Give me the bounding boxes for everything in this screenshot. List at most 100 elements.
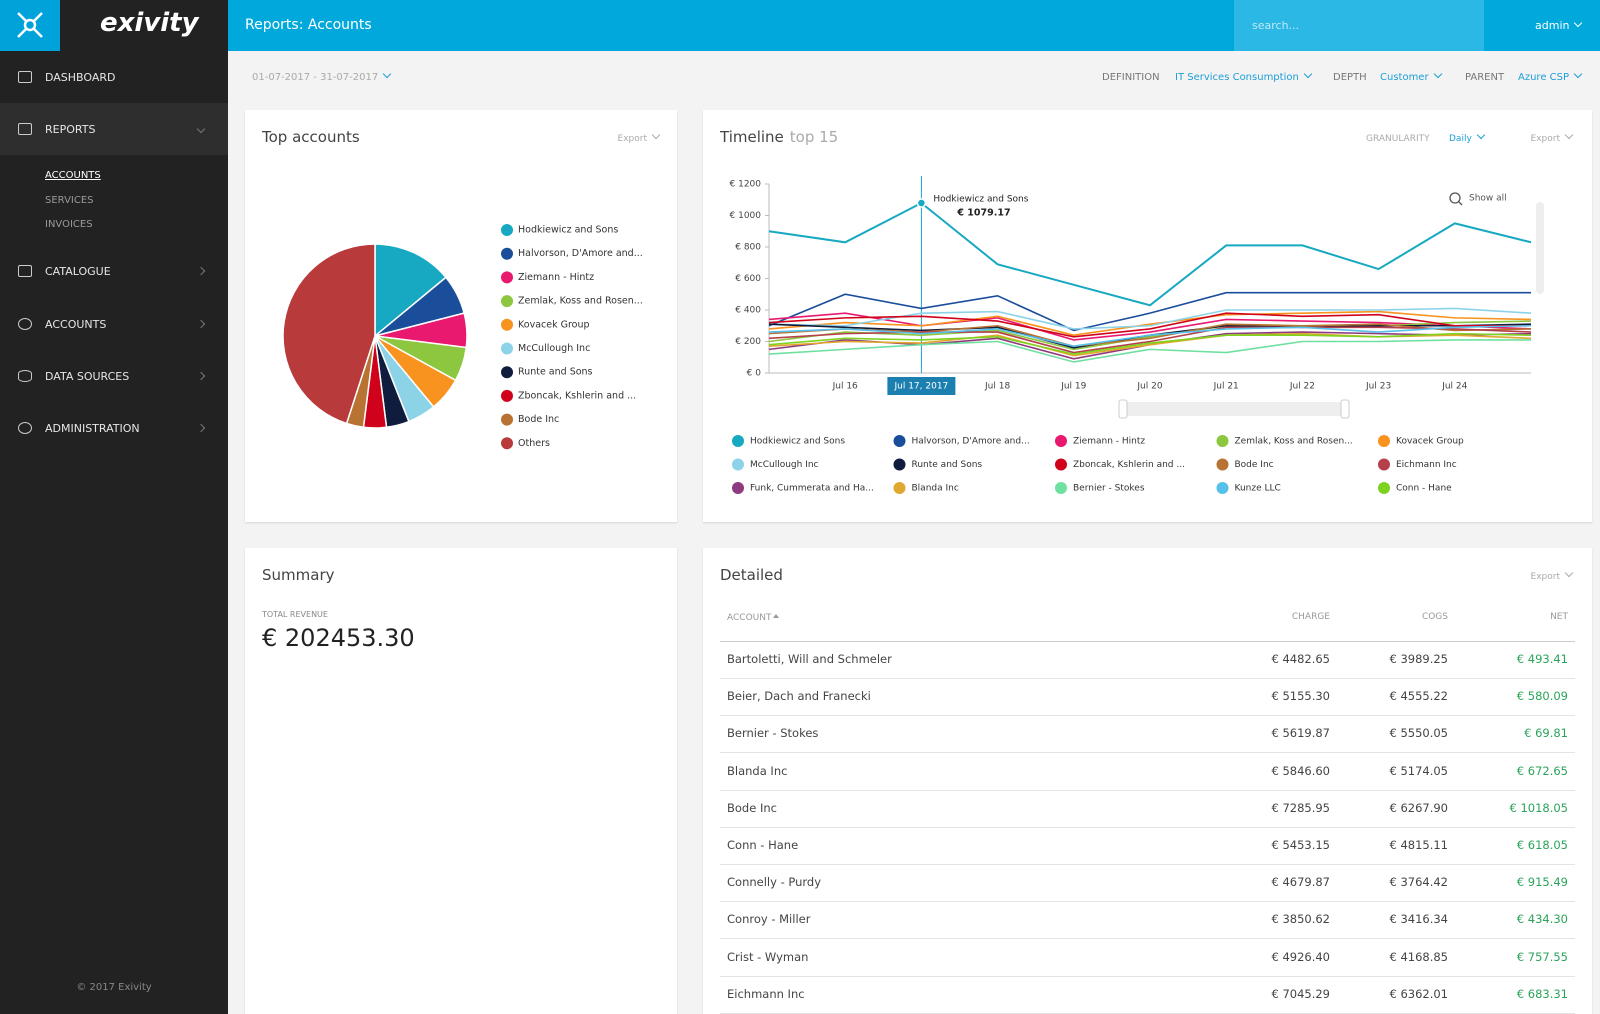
- nav-item[interactable]: DATA SOURCES: [0, 350, 228, 402]
- legend-label: Halvorson, D'Amore and...: [518, 248, 643, 259]
- row-divider: [720, 752, 1575, 754]
- series-line: [768, 323, 1532, 348]
- legend-label: McCullough Inc: [750, 460, 819, 470]
- nav-subitem[interactable]: INVOICES: [45, 219, 93, 230]
- nav-subitem[interactable]: ACCOUNTS: [45, 170, 101, 181]
- amount-cell: € 4482.65: [1271, 652, 1330, 666]
- row-divider: [720, 789, 1575, 791]
- x-highlight: [887, 377, 956, 395]
- legend-label: Halvorson, D'Amore and...: [912, 437, 1030, 447]
- granularity-select[interactable]: Daily: [1449, 130, 1486, 144]
- series-line: [768, 324, 1532, 348]
- export-button[interactable]: Export: [1531, 568, 1574, 582]
- title-text: Timeline: [720, 128, 784, 146]
- amount-cell: € 683.31: [1516, 986, 1568, 1001]
- legend-swatch: [501, 413, 513, 426]
- account-name: Conn - Hane: [727, 838, 799, 852]
- legend-label: Funk, Cummerata and Ha...: [750, 484, 874, 494]
- amount-cell: € 4926.40: [1271, 949, 1330, 964]
- export-button[interactable]: Export: [1531, 130, 1574, 144]
- x-tick-label: Jul 21: [1213, 382, 1239, 392]
- search-input[interactable]: search...: [1234, 0, 1484, 51]
- nav-subitem[interactable]: SERVICES: [45, 195, 94, 206]
- user-menu[interactable]: admin: [1535, 18, 1583, 32]
- range-slider[interactable]: [1124, 402, 1344, 416]
- top-accounts-panel: Top accounts Export Hodkiewicz and Sons H…: [245, 110, 677, 522]
- column-header[interactable]: COGS: [1421, 612, 1448, 622]
- amount-cell: € 5550.05: [1389, 726, 1448, 741]
- nav-item[interactable]: DASHBOARD: [0, 51, 228, 103]
- nav-item[interactable]: REPORTS: [0, 103, 228, 155]
- amount-cell: € 618.05: [1516, 838, 1568, 852]
- amount-cell: € 7285.95: [1271, 800, 1330, 815]
- amount-cell: € 580.09: [1516, 689, 1568, 704]
- summary-value: € 202453.30: [262, 624, 415, 652]
- legend-swatch: [1216, 435, 1229, 447]
- nav-item[interactable]: CATALOGUE: [0, 245, 228, 297]
- nav-label: CATALOGUE: [45, 264, 111, 278]
- legend-label: Zboncak, Kshlerin and ...: [1073, 460, 1185, 470]
- nav-item[interactable]: ADMINISTRATION: [0, 402, 228, 454]
- legend-label: Zemlak, Koss and Rosen...: [1235, 437, 1353, 447]
- pie-slice: [282, 243, 376, 425]
- legend-swatch: [1055, 482, 1067, 494]
- amount-cell: € 3764.42: [1389, 875, 1448, 890]
- series-line: [768, 312, 1532, 341]
- nav-item[interactable]: ACCOUNTS: [0, 298, 228, 350]
- legend-swatch: [1378, 435, 1390, 447]
- amount-cell: € 4679.87: [1271, 875, 1330, 890]
- account-name: Eichmann Inc: [727, 986, 805, 1001]
- date-range[interactable]: 01-07-2017 - 31-07-2017: [252, 69, 392, 83]
- logo[interactable]: [0, 0, 60, 51]
- panel-title: Summary: [262, 566, 335, 584]
- legend-label: Kunze LLC: [1235, 484, 1281, 494]
- panel-title: Top accounts: [262, 128, 360, 146]
- amount-cell: € 5155.30: [1271, 689, 1330, 704]
- column-header[interactable]: ACCOUNT: [727, 612, 781, 623]
- legend-swatch: [1055, 458, 1067, 471]
- x-tick-label: Jul 22: [1289, 382, 1315, 392]
- series-line: [768, 332, 1532, 355]
- account-name: Crist - Wyman: [727, 949, 809, 964]
- legend-label: Conn - Hane: [1396, 484, 1452, 494]
- account-name: Bernier - Stokes: [727, 726, 819, 741]
- nav-label: ADMINISTRATION: [45, 421, 140, 435]
- y-tick-label: € 1200: [730, 180, 762, 190]
- account-name: Bode Inc: [727, 800, 777, 815]
- column-header[interactable]: NET: [1550, 612, 1568, 622]
- column-header[interactable]: CHARGE: [1291, 612, 1330, 622]
- account-name: Conroy - Miller: [727, 912, 811, 927]
- amount-cell: € 757.55: [1516, 949, 1568, 964]
- legend-label: Hodkiewicz and Sons: [750, 437, 845, 447]
- amount-cell: € 6267.90: [1389, 800, 1448, 815]
- definition-select[interactable]: IT Services Consumption: [1175, 69, 1313, 83]
- date-text: 01-07-2017 - 31-07-2017: [252, 72, 379, 83]
- export-button[interactable]: Export: [618, 130, 661, 144]
- zoom-label: Show all: [1469, 194, 1507, 204]
- toolbar-label: DEPTH: [1333, 72, 1367, 83]
- y-tick-label: € 200: [735, 337, 761, 347]
- account-name: Connelly - Purdy: [727, 875, 822, 890]
- slider-handle[interactable]: [1340, 399, 1350, 419]
- logo-icon: [17, 12, 43, 38]
- legend-label: Zboncak, Kshlerin and ...: [518, 390, 636, 401]
- select-value: Customer: [1380, 72, 1429, 83]
- legend-label: Ziemann - Hintz: [518, 272, 594, 283]
- parent-select[interactable]: Azure CSP: [1518, 69, 1583, 83]
- nav-label: REPORTS: [45, 122, 96, 136]
- depth-select[interactable]: Customer: [1380, 69, 1442, 83]
- amount-cell: € 3416.34: [1389, 912, 1448, 927]
- row-divider: [720, 678, 1575, 679]
- zoom-button[interactable]: Show all: [1449, 192, 1507, 206]
- legend-swatch: [1216, 482, 1229, 494]
- legend-label: Kovacek Group: [518, 319, 590, 330]
- y-tick-label: € 1000: [730, 211, 762, 221]
- slider-handle[interactable]: [1118, 399, 1128, 419]
- amount-cell: € 3989.25: [1389, 652, 1448, 666]
- y-tick-label: € 0: [747, 369, 762, 379]
- legend-swatch: [501, 295, 513, 308]
- x-tick-label: Jul 19: [1060, 382, 1086, 392]
- amount-cell: € 4815.11: [1389, 838, 1448, 852]
- scrollbar[interactable]: [1536, 202, 1544, 294]
- legend-swatch: [732, 435, 744, 447]
